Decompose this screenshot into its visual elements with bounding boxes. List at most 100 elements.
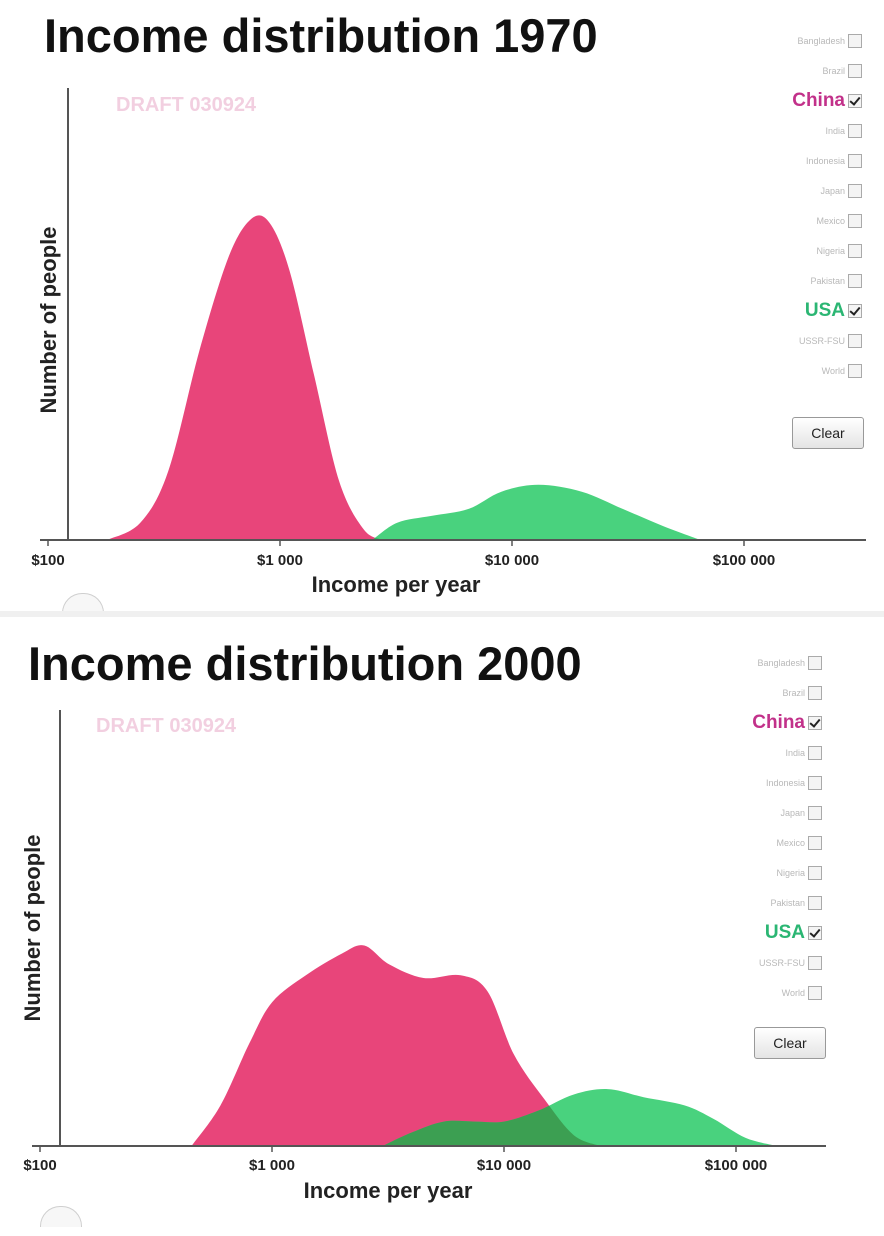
area-china — [191, 945, 601, 1146]
legend-item-brazil[interactable]: Brazil — [722, 678, 822, 708]
legend-item-japan[interactable]: Japan — [762, 176, 862, 206]
x-tick-label: $100 — [23, 1157, 56, 1174]
legend-item-india[interactable]: India — [762, 116, 862, 146]
area-usa — [372, 484, 701, 540]
legend-label: Pakistan — [770, 898, 805, 908]
draft-watermark: DRAFT 030924 — [96, 715, 237, 737]
legend-item-ussr-fsu[interactable]: USSR-FSU — [722, 948, 822, 978]
x-tick-label: $100 000 — [705, 1157, 768, 1174]
legend-checkbox[interactable] — [808, 836, 822, 850]
draft-watermark: DRAFT 030924 — [116, 94, 257, 116]
legend-checkbox[interactable] — [808, 686, 822, 700]
legend-checkbox[interactable] — [808, 716, 822, 730]
legend-checkbox[interactable] — [808, 956, 822, 970]
legend-item-india[interactable]: India — [722, 738, 822, 768]
legend-checkbox[interactable] — [848, 124, 862, 138]
legend-checkbox[interactable] — [808, 896, 822, 910]
legend-item-bangladesh[interactable]: Bangladesh — [722, 648, 822, 678]
legend-checkbox[interactable] — [808, 776, 822, 790]
clear-button[interactable]: Clear — [754, 1027, 826, 1059]
legend-checkbox[interactable] — [848, 334, 862, 348]
legend-label: Japan — [780, 808, 805, 818]
legend-checkbox[interactable] — [848, 64, 862, 78]
legend-label: China — [752, 712, 805, 733]
area-china — [107, 215, 384, 541]
legend-checkbox[interactable] — [848, 214, 862, 228]
legend-label: Indonesia — [765, 778, 805, 788]
legend-item-pakistan[interactable]: Pakistan — [762, 266, 862, 296]
legend-label: World — [781, 988, 805, 998]
legend-item-indonesia[interactable]: Indonesia — [722, 768, 822, 798]
legend-item-ussr-fsu[interactable]: USSR-FSU — [762, 326, 862, 356]
x-tick-label: $100 000 — [713, 552, 776, 569]
chart-title: Income distribution 2000 — [28, 637, 582, 690]
legend-item-world[interactable]: World — [762, 356, 862, 386]
chart-panel-2000: Income distribution 2000 DRAFT 030924 $10… — [0, 618, 884, 1228]
legend-checkbox[interactable] — [848, 364, 862, 378]
legend-label: Indonesia — [805, 156, 845, 166]
chart-title: Income distribution 1970 — [44, 9, 598, 62]
legend-label: India — [785, 748, 805, 758]
legend-checkbox[interactable] — [808, 806, 822, 820]
panel-divider — [0, 611, 884, 617]
legend-item-china[interactable]: China — [762, 86, 862, 116]
legend-label: Nigeria — [776, 868, 805, 878]
legend-item-world[interactable]: World — [722, 978, 822, 1008]
x-axis-label: Income per year — [312, 572, 481, 597]
legend-item-bangladesh[interactable]: Bangladesh — [762, 26, 862, 56]
x-axis-label: Income per year — [304, 1178, 473, 1203]
legend-item-mexico[interactable]: Mexico — [722, 828, 822, 858]
legend-label: USA — [764, 922, 805, 943]
legend-checkbox[interactable] — [848, 304, 862, 318]
clear-button[interactable]: Clear — [792, 417, 864, 449]
legend-label: Nigeria — [816, 246, 845, 256]
legend-label: India — [825, 126, 845, 136]
legend-item-brazil[interactable]: Brazil — [762, 56, 862, 86]
area-chart: DRAFT 030924 $100 $1 000 $10 000 $100 000 Inc… — [20, 710, 826, 1203]
legend-checkbox[interactable] — [808, 866, 822, 880]
legend-item-mexico[interactable]: Mexico — [762, 206, 862, 236]
legend-item-japan[interactable]: Japan — [722, 798, 822, 828]
legend-label: Japan — [820, 186, 845, 196]
legend-item-indonesia[interactable]: Indonesia — [762, 146, 862, 176]
x-tick-label: $10 000 — [477, 1157, 531, 1174]
legend-label: Bangladesh — [757, 658, 805, 668]
legend-label: Mexico — [776, 838, 805, 848]
legend-label: Mexico — [816, 216, 845, 226]
legend-checkbox[interactable] — [808, 746, 822, 760]
chart-panel-1970: Income distribution 1970 DRAFT 030924 $10… — [0, 0, 884, 614]
legend-label: Pakistan — [810, 276, 845, 286]
legend-checkbox[interactable] — [808, 656, 822, 670]
legend-item-nigeria[interactable]: Nigeria — [762, 236, 862, 266]
x-tick-label: $10 000 — [485, 552, 539, 569]
legend-checkbox[interactable] — [808, 986, 822, 1000]
legend-label: USA — [804, 300, 845, 321]
legend-label: World — [821, 366, 845, 376]
legend-checkbox[interactable] — [848, 274, 862, 288]
legend-checkbox[interactable] — [848, 184, 862, 198]
legend-checkbox[interactable] — [808, 926, 822, 940]
legend-checkbox[interactable] — [848, 244, 862, 258]
legend-label: USSR-FSU — [758, 958, 805, 968]
legend-item-usa[interactable]: USA — [722, 918, 822, 948]
legend-item-usa[interactable]: USA — [762, 296, 862, 326]
y-axis-label: Number of people — [20, 834, 45, 1021]
legend-checkbox[interactable] — [848, 34, 862, 48]
x-tick-label: $1 000 — [249, 1157, 295, 1174]
x-tick-label: $1 000 — [257, 552, 303, 569]
legend-label: Bangladesh — [797, 36, 845, 46]
x-tick-label: $100 — [31, 552, 64, 569]
legend-item-pakistan[interactable]: Pakistan — [722, 888, 822, 918]
legend-item-nigeria[interactable]: Nigeria — [722, 858, 822, 888]
legend-label: Brazil — [822, 66, 845, 76]
legend-label: Brazil — [782, 688, 805, 698]
legend-checkbox[interactable] — [848, 94, 862, 108]
area-chart: DRAFT 030924 $100 $1 000 $10 000 $100 000 Inc… — [31, 88, 866, 597]
legend-label: USSR-FSU — [798, 336, 845, 346]
legend-checkbox[interactable] — [848, 154, 862, 168]
legend-label: China — [792, 90, 845, 111]
country-legend: Bangladesh Brazil China India Indonesia Japan… — [762, 26, 862, 386]
legend-item-china[interactable]: China — [722, 708, 822, 738]
country-legend: Bangladesh Brazil China India Indonesia Japan… — [722, 648, 822, 1008]
y-axis-label: Number of people — [36, 226, 61, 413]
